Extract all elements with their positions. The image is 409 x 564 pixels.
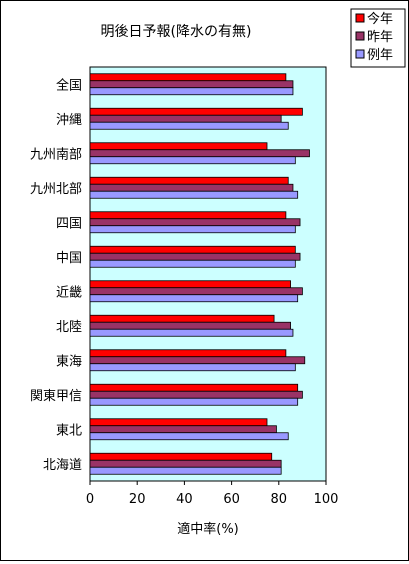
category-label: 九州北部 (30, 182, 82, 197)
bar (89, 294, 299, 303)
legend-swatch (355, 13, 365, 23)
bar (89, 356, 306, 365)
x-tick-label: 20 (129, 492, 146, 507)
category-label: 中国 (56, 251, 82, 266)
bar (89, 121, 289, 130)
chart-title: 明後日予報(降水の有無) (101, 24, 252, 40)
category-label: 東海 (56, 353, 82, 369)
bar (89, 390, 303, 399)
x-tick-label: 60 (223, 492, 240, 507)
legend-label: 例年 (367, 48, 393, 63)
bar (89, 314, 275, 323)
bar (89, 176, 289, 185)
x-tick-label: 80 (271, 492, 288, 507)
category-label: 近畿 (56, 285, 82, 300)
x-axis: 0 20 40 60 80 100 (86, 481, 339, 507)
bar (89, 211, 287, 220)
bar (89, 149, 310, 158)
x-axis-title: 適中率(%) (177, 521, 239, 537)
plot-area (89, 66, 327, 482)
bar (89, 183, 294, 192)
category-label: 沖縄 (56, 113, 82, 128)
bar (89, 87, 294, 96)
category-label: 北陸 (56, 319, 82, 335)
bar (89, 397, 299, 406)
x-tick-label: 100 (314, 492, 339, 507)
category-label: 全国 (56, 77, 82, 93)
bar (89, 418, 268, 427)
category-label: 関東甲信 (30, 388, 82, 404)
bars-group (89, 73, 310, 475)
bar (89, 73, 287, 82)
bar (89, 432, 289, 441)
bar (89, 259, 296, 268)
category-label: 九州南部 (30, 146, 82, 162)
x-tick-label: 40 (176, 492, 193, 507)
bar (89, 252, 301, 261)
category-label: 東北 (56, 422, 82, 438)
x-tick-label: 0 (86, 492, 94, 507)
category-label: 四国 (56, 216, 82, 231)
bar (89, 383, 299, 392)
bar (89, 107, 303, 116)
legend-swatch (355, 31, 365, 41)
bar (89, 425, 277, 434)
bar (89, 245, 296, 254)
bar (89, 459, 282, 468)
legend-label: 昨年 (367, 30, 393, 45)
bar (89, 218, 301, 227)
bar (89, 114, 282, 123)
bar (89, 466, 282, 475)
legend-label: 今年 (367, 11, 393, 27)
bar (89, 280, 292, 289)
bar (89, 452, 273, 461)
bar (89, 287, 303, 296)
bar (89, 156, 296, 165)
bar (89, 328, 294, 337)
bar (89, 225, 296, 234)
bar (89, 321, 292, 330)
bar (89, 190, 299, 199)
bar (89, 80, 294, 89)
category-label: 北海道 (43, 458, 82, 473)
bar (89, 142, 268, 151)
legend-swatch (355, 49, 365, 59)
bar (89, 349, 287, 358)
bar (89, 363, 296, 372)
